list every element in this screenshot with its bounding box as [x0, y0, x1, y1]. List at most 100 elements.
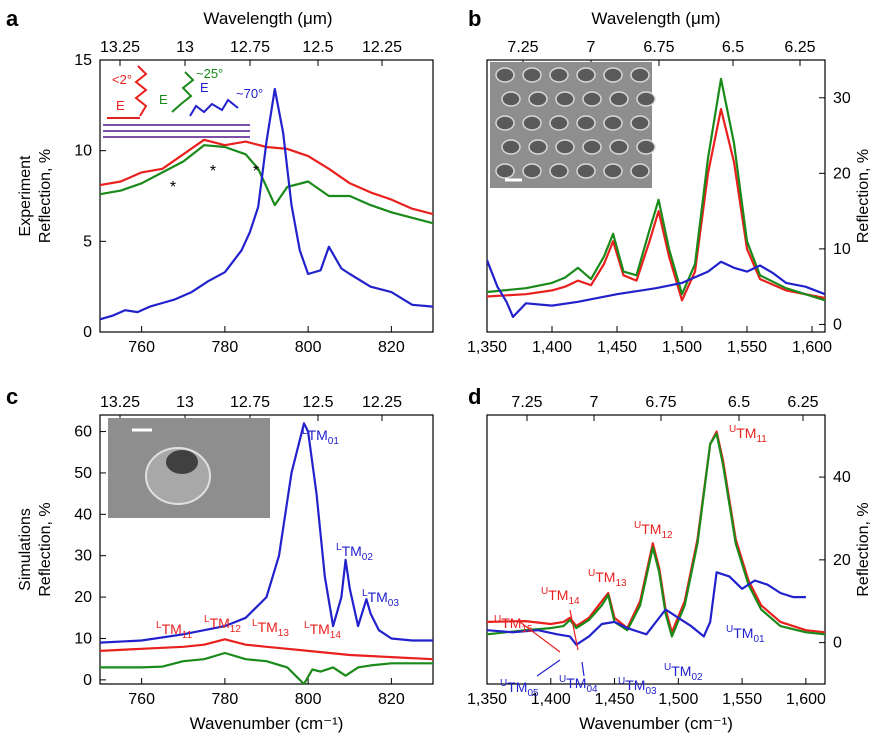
- mode-label: LTM14: [304, 620, 341, 641]
- x-tick-label: 800: [295, 339, 322, 356]
- mode-label-name: TM: [566, 675, 586, 691]
- y-axis-title: Experiment: [17, 155, 34, 236]
- series-line-blue: [487, 571, 806, 646]
- pillar-shape: [549, 115, 569, 131]
- y-tick-label: 50: [74, 465, 92, 482]
- top-tick-label: 6.25: [784, 39, 815, 56]
- x-tick-label: 1,550: [727, 339, 767, 356]
- y-tick-label: 60: [74, 424, 92, 441]
- x-tick-label: 760: [128, 691, 155, 708]
- panel-d: d 1,350 1,400 1,450 1,500 1,550 1,600 7.25 7 6.75…: [467, 384, 872, 733]
- mode-label-name: TM: [342, 543, 362, 559]
- pillar-shape: [609, 91, 629, 107]
- mode-label: UTM14: [541, 586, 580, 607]
- x-tick-label: 820: [378, 691, 405, 708]
- y-tick-label: 10: [833, 241, 851, 258]
- series-line-green: [100, 144, 433, 225]
- mode-label-prefix: U: [494, 614, 501, 625]
- pointer-line: [581, 661, 585, 677]
- series-line-blue: [487, 259, 825, 318]
- y-tick-label: 0: [83, 324, 92, 341]
- pillar-shape: [501, 91, 521, 107]
- top-tick-label: 6.75: [643, 39, 674, 56]
- pillar-shape: [630, 67, 650, 83]
- mode-label: UTM15: [494, 614, 533, 635]
- x-tick-label: 1,450: [597, 339, 637, 356]
- mode-label-index: 13: [278, 628, 290, 639]
- y-tick-label: 30: [833, 90, 851, 107]
- y-tick-label: 10: [74, 143, 92, 160]
- mode-label: UTM05: [500, 678, 539, 699]
- x-tick-label: 1,500: [658, 691, 698, 708]
- pillar-shape: [495, 163, 515, 179]
- pointer-line: [569, 609, 579, 651]
- y-tick-label: 0: [83, 672, 92, 689]
- mode-label: UTM01: [726, 624, 765, 645]
- mode-label: UTM04: [559, 674, 598, 695]
- pillar-shape: [630, 115, 650, 131]
- pillar-shape: [555, 139, 575, 155]
- mode-label-name: TM: [310, 621, 330, 637]
- mode-label-prefix: U: [664, 662, 671, 673]
- y-axis-label: Reflection, %: [855, 502, 872, 596]
- y-axis-title: Simulations: [17, 508, 34, 591]
- mode-label: LTM02: [336, 542, 373, 563]
- angle-label-red: <2°: [112, 72, 132, 87]
- asterisk-marker: *: [253, 163, 259, 180]
- pillar-shape: [501, 139, 521, 155]
- plot-frame: [99, 414, 434, 685]
- mode-label: LTM03: [362, 588, 399, 609]
- series-line-red: [100, 138, 433, 216]
- sem-inset: [108, 418, 270, 518]
- pillar-shape: [582, 139, 602, 155]
- y-tick-label: 20: [74, 589, 92, 606]
- pillar-shape: [582, 91, 602, 107]
- mode-label-name: TM: [210, 615, 230, 631]
- x-axis-label: Wavenumber (cm⁻¹): [190, 714, 344, 733]
- mode-label-index: 02: [691, 672, 703, 683]
- x-tick-label: 1,600: [786, 691, 826, 708]
- mode-label: UTM13: [588, 568, 627, 589]
- mode-label-name: TM: [258, 619, 278, 635]
- mode-label: UTM11: [729, 424, 767, 445]
- mode-label-prefix: L: [302, 426, 308, 437]
- y-tick-label: 10: [74, 630, 92, 647]
- x-tick-label: 760: [128, 339, 155, 356]
- top-tick-label: 12.5: [302, 39, 333, 56]
- pillar-shape: [576, 163, 596, 179]
- mode-label-name: TM: [507, 679, 527, 695]
- mode-label-name: TM: [641, 521, 661, 537]
- top-tick-label: 7.25: [507, 39, 538, 56]
- mode-label-name: TM: [671, 663, 691, 679]
- wave-red: [134, 65, 148, 117]
- x-tick-label: 1,550: [722, 691, 762, 708]
- top-tick-label: 12.75: [230, 39, 270, 56]
- mode-label-name: TM: [501, 615, 521, 631]
- y-tick-label: 0: [833, 316, 842, 333]
- pillar-shape: [603, 163, 623, 179]
- mode-label-prefix: U: [588, 568, 595, 579]
- mode-label-index: 11: [182, 630, 193, 641]
- mode-label-name: TM: [368, 589, 388, 605]
- wave-blue: [189, 98, 239, 117]
- pillar-shape: [522, 163, 542, 179]
- pillar-shape: [549, 67, 569, 83]
- mode-label-prefix: U: [541, 586, 548, 597]
- mode-label-name: TM: [548, 587, 568, 603]
- top-tick-label: 6.5: [722, 39, 744, 56]
- mode-label-prefix: L: [204, 614, 210, 625]
- mode-label-index: 11: [756, 434, 767, 445]
- top-tick-label: 7.25: [511, 394, 542, 411]
- angle-label-blue: ~70°: [236, 86, 263, 101]
- top-tick-label: 7: [590, 394, 599, 411]
- y-tick-label: 30: [74, 548, 92, 565]
- top-tick-label: 12.25: [362, 39, 402, 56]
- plot-frame: [99, 59, 434, 333]
- panel-b: b 1,350 1,400 1,450 1,500 1,550 1,600 7.25 7 6.75…: [467, 6, 872, 356]
- y-tick-label: 0: [833, 635, 842, 652]
- x-tick-label: 800: [295, 691, 322, 708]
- y-tick-label: 5: [83, 233, 92, 250]
- mode-label-prefix: L: [362, 588, 368, 599]
- mode-label-prefix: L: [252, 618, 258, 629]
